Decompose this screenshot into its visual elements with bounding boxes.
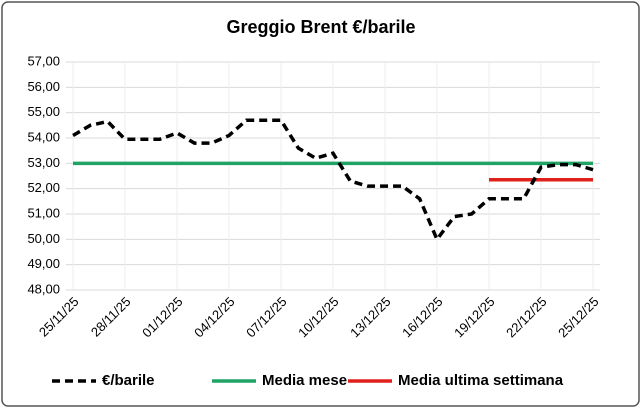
legend-label: Media ultima settimana xyxy=(398,372,564,389)
legend-label: €/barile xyxy=(102,372,155,389)
y-tick-label: 52,00 xyxy=(27,180,60,195)
y-tick-label: 57,00 xyxy=(27,53,60,68)
y-tick-label: 48,00 xyxy=(27,281,60,296)
chart-title: Greggio Brent €/barile xyxy=(226,17,415,37)
series-line xyxy=(72,118,594,243)
y-tick-label: 55,00 xyxy=(27,104,60,119)
y-tick-label: 53,00 xyxy=(27,155,60,170)
y-tick-label: 50,00 xyxy=(27,231,60,246)
y-tick-label: 56,00 xyxy=(27,79,60,94)
legend-label: Media mese xyxy=(262,372,347,389)
y-tick-label: 49,00 xyxy=(27,256,60,271)
y-tick-label: 54,00 xyxy=(27,129,60,144)
y-tick-label: 51,00 xyxy=(27,205,60,220)
